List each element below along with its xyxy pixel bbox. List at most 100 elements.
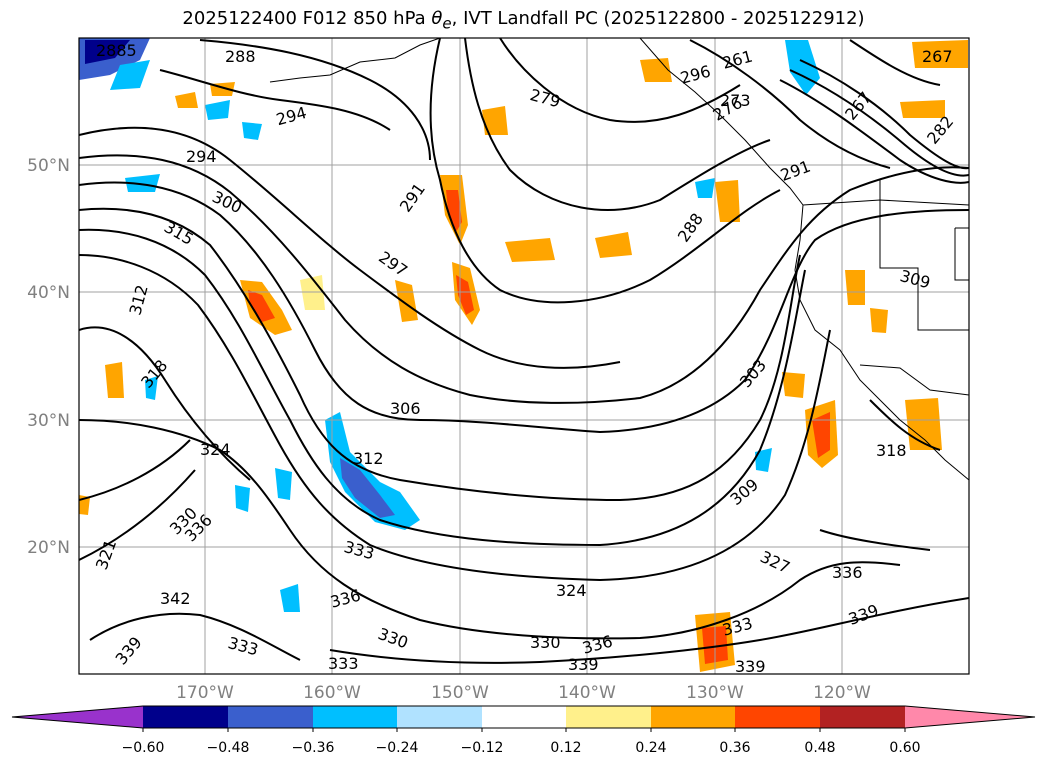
lon-label: 130°W [686,683,744,703]
lon-label: 120°W [813,683,871,703]
negative-region [340,458,395,518]
lon-label: 150°W [431,683,489,703]
colorbar-bin [651,706,735,728]
contour-line [79,126,621,369]
title-theta-sub: e [442,14,452,33]
lon-label: 170°W [176,683,234,703]
title-prefix: 2025122400 F012 850 hPa [182,8,432,29]
contour-line [199,39,431,161]
contour-line [89,612,301,661]
contour-line [79,207,801,502]
positive-region [845,270,865,305]
plot-background [79,38,969,674]
positive-region [812,412,830,458]
colorbar-tick-label: 0.48 [804,740,835,756]
contour-label: 339 [735,657,766,676]
positive-region [482,106,508,135]
coastlines [269,38,969,481]
contour-line [429,38,781,304]
border [954,227,969,281]
contour-line [79,154,969,404]
positive-region [105,362,124,398]
contour-label: 324 [556,581,587,600]
contour-line [779,79,969,184]
colorbar-tick-label: −0.36 [292,740,335,756]
contour-lines [79,38,969,664]
colorbar-bin [820,706,905,728]
contour-line [79,419,901,640]
lat-label: 50°N [27,156,70,176]
contour-label: 312 [353,449,384,468]
contour-line [159,69,391,131]
colorbar-bin [228,706,313,728]
latitude-labels: 50°N 40°N 30°N 20°N [27,156,70,558]
positive-region [715,180,740,222]
contour-label: 273 [720,91,751,110]
gridlines [79,38,969,674]
contour-line [689,39,891,169]
contour-label: 333 [328,654,359,673]
positive-region [175,92,198,108]
negative-region [110,60,150,90]
negative-region [280,584,300,612]
negative-region [85,40,130,64]
contour-label: 339 [568,655,599,674]
lon-label: 140°W [558,683,616,703]
lat-label: 30°N [27,411,70,431]
plot-area: 288 294 294 300 315 312 318 324 330 336 … [79,38,969,676]
positive-region [870,308,888,333]
contour-label: 306 [390,399,421,418]
colorbar-ticks [142,728,906,732]
negative-region [235,485,250,512]
contour-label: 267 [922,47,953,66]
colorbar-tick-label: −0.24 [376,740,419,756]
negative-region [325,412,420,530]
positive-region [505,238,555,262]
colorbar-tick-label: 0.24 [635,740,666,756]
colorbar-bin [397,706,482,728]
border [859,364,969,396]
colorbar-tick-label: −0.12 [461,740,504,756]
positive-region [640,58,672,82]
contour-line [789,69,969,177]
negative-region [695,178,715,198]
positive-region [782,372,805,398]
title-suffix: , IVT Landfall PC (2025122800 - 20251229… [451,8,865,29]
colorbar-tick-label: −0.48 [207,740,250,756]
positive-region [912,40,968,68]
colorbar-bin [482,706,566,728]
negative-region [145,376,158,400]
positive-region [395,280,418,322]
negative-region [755,448,772,472]
colorbar-tick-labels: −0.60 −0.48 −0.36 −0.24 −0.12 0.12 0.24 … [122,740,921,756]
colorbar-tick-label: −0.60 [122,740,165,756]
contour-line [79,326,251,481]
lat-label: 40°N [27,283,70,303]
contour-line [329,597,969,664]
colorbar: −0.60 −0.48 −0.36 −0.24 −0.12 0.12 0.24 … [11,705,1036,756]
contour-label: 324 [200,440,231,459]
border [879,180,969,331]
colorbar-tick-label: 0.12 [550,740,581,756]
contour-line [799,59,969,170]
contour-label: 294 [186,147,217,166]
colorbar-extend-left [12,706,143,728]
negative-region [125,174,160,192]
colorbar-extend-right [905,706,1035,728]
contour-line [819,529,931,551]
colorbar-tick-label: 0.60 [889,740,920,756]
colorbar-tick-label: 0.36 [719,740,750,756]
contour-line [79,469,196,561]
coastline [269,38,441,83]
colorbar-bin [313,706,397,728]
contour-line [849,39,941,86]
colorbar-bin [735,706,820,728]
coastline [639,38,804,206]
positive-region [595,232,632,258]
contour-line [464,38,771,211]
negative-region [205,100,230,120]
colorbar-bin [143,706,228,728]
contour-line [869,399,941,451]
positive-region [900,100,945,118]
